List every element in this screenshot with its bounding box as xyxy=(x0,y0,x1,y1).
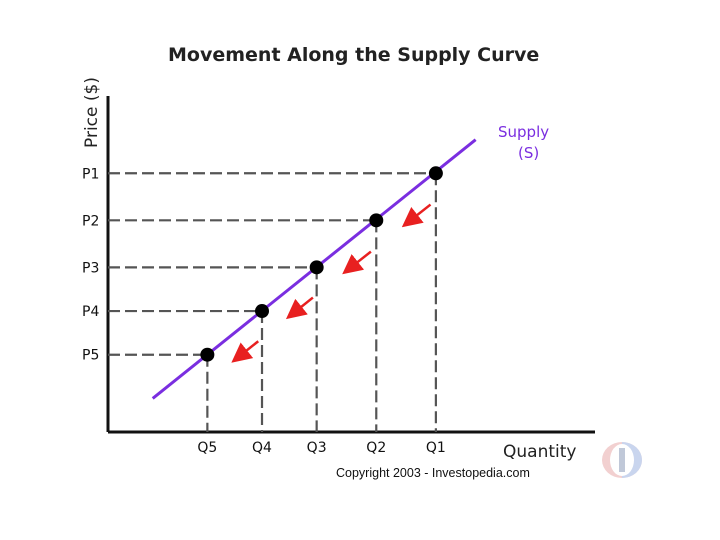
supply-curve-label: Supply xyxy=(498,123,549,141)
chart-title: Movement Along the Supply Curve xyxy=(168,44,540,66)
movement-arrow xyxy=(342,250,372,275)
data-point xyxy=(428,166,443,181)
y-axis-label: Price ($) xyxy=(82,77,102,148)
movement-arrow xyxy=(285,296,314,320)
x-tick-label: Q4 xyxy=(252,440,272,456)
y-tick-label: P3 xyxy=(82,260,99,276)
data-point xyxy=(200,347,215,362)
x-tick-label: Q2 xyxy=(366,440,386,456)
x-tick-label: Q1 xyxy=(426,440,446,456)
copyright-text: Copyright 2003 - Investopedia.com xyxy=(336,466,530,480)
tick-labels: Q5 P5 Q4 P4 Q3 P3 Q2 P2 Q1 P1 xyxy=(82,166,446,456)
y-tick-label: P4 xyxy=(82,304,99,320)
y-tick-label: P1 xyxy=(82,166,99,182)
y-tick-label: P2 xyxy=(82,213,99,229)
supply-curve-symbol: (S) xyxy=(518,144,539,162)
axes: Price ($) Quantity xyxy=(82,77,595,462)
data-points xyxy=(200,166,443,362)
x-tick-label: Q3 xyxy=(307,440,327,456)
data-point xyxy=(369,213,384,228)
movement-arrow xyxy=(231,340,260,363)
guide-lines xyxy=(108,172,437,432)
y-tick-label: P5 xyxy=(82,348,99,364)
movement-arrow xyxy=(401,203,432,228)
data-point xyxy=(255,304,270,319)
x-axis-label: Quantity xyxy=(503,442,576,462)
data-point xyxy=(309,260,324,275)
movement-arrows xyxy=(231,203,432,363)
investopedia-logo xyxy=(602,442,642,478)
x-tick-label: Q5 xyxy=(197,440,217,456)
